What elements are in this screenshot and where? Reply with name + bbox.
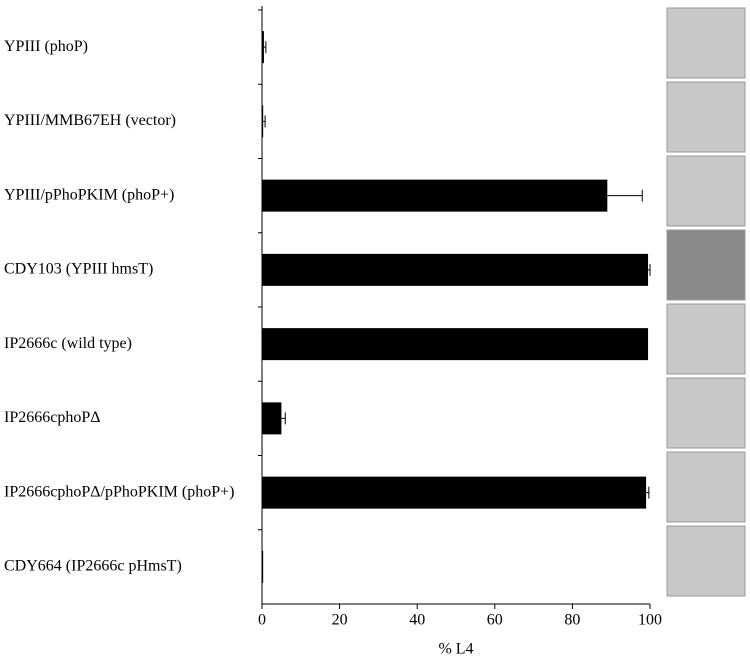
error-bar (281, 412, 286, 425)
bar (262, 179, 608, 212)
x-tick-label: 20 (332, 612, 348, 629)
micrographs (666, 7, 746, 597)
error-bar (648, 263, 651, 276)
error-bar (263, 115, 266, 128)
y-tick-label: CDY664 (IP2666c pHmsT) (4, 558, 182, 575)
x-tick-label: 60 (487, 612, 503, 629)
x-tick-label: 100 (638, 612, 662, 629)
x-tick-label: 0 (258, 612, 266, 629)
y-tick-label: IP2666c (wild type) (4, 335, 132, 352)
micrograph (666, 155, 746, 227)
x-tick-label: 80 (564, 612, 580, 629)
micrograph (666, 525, 746, 597)
y-tick-label: YPIII/MMB67EH (vector) (4, 112, 176, 129)
micrograph (666, 229, 746, 301)
micrograph (666, 377, 746, 449)
y-tick-label: IP2666cphoPΔ (4, 409, 101, 426)
error-bar (607, 189, 643, 202)
micrograph (666, 303, 746, 375)
bar (262, 31, 264, 64)
bar (262, 105, 264, 138)
y-tick-label: YPIII/pPhoPKIM (phoP+) (4, 186, 174, 203)
micrograph (666, 7, 746, 79)
micrograph (666, 81, 746, 153)
x-axis-title: % L4 (438, 641, 473, 658)
micrograph (666, 451, 746, 523)
x-tick-label: 40 (409, 612, 425, 629)
error-bar (263, 41, 267, 54)
bar (262, 402, 282, 435)
y-tick-label: YPIII (phoP) (4, 38, 88, 55)
y-tick-label: CDY103 (YPIII hmsT) (4, 261, 153, 278)
y-tick-label: IP2666cphoPΔ/pPhoPKIM (phoP+) (4, 483, 234, 500)
bar (262, 253, 649, 286)
error-bar (646, 486, 650, 499)
bar (262, 550, 264, 583)
bar (262, 328, 649, 361)
bar (262, 476, 647, 509)
